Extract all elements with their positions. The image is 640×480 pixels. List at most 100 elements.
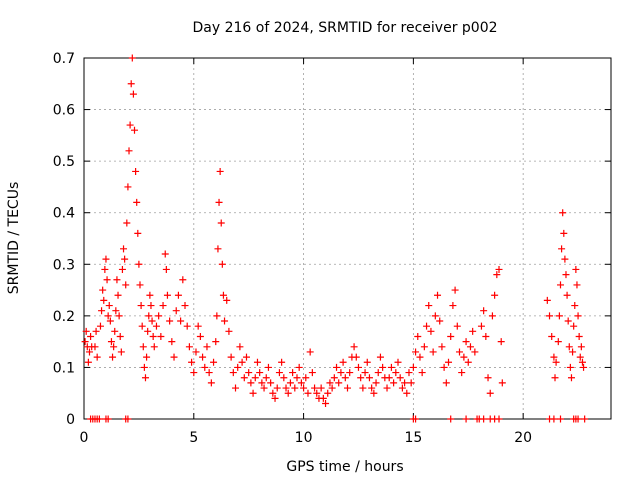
data-point bbox=[216, 167, 224, 175]
data-point bbox=[271, 394, 279, 402]
data-point bbox=[137, 302, 145, 310]
data-point bbox=[308, 369, 316, 377]
data-point bbox=[166, 317, 174, 325]
data-point bbox=[550, 353, 558, 361]
data-point bbox=[477, 322, 485, 330]
data-point bbox=[147, 302, 155, 310]
data-point bbox=[93, 353, 101, 361]
data-point bbox=[245, 369, 253, 377]
data-point bbox=[418, 369, 426, 377]
data-point bbox=[106, 317, 114, 325]
data-point bbox=[482, 332, 490, 340]
data-point bbox=[129, 90, 137, 98]
data-point bbox=[215, 198, 223, 206]
data-point bbox=[326, 379, 334, 387]
data-point bbox=[552, 358, 560, 366]
data-point bbox=[451, 286, 459, 294]
data-point bbox=[133, 198, 141, 206]
data-point bbox=[275, 369, 283, 377]
data-point bbox=[412, 348, 420, 356]
data-point bbox=[574, 415, 582, 423]
data-point bbox=[82, 327, 90, 335]
data-point bbox=[300, 384, 308, 392]
y-axis-label: SRMTID / TECUs bbox=[6, 182, 22, 295]
data-point bbox=[560, 229, 568, 237]
data-point bbox=[192, 348, 200, 356]
data-point bbox=[219, 291, 227, 299]
data-point bbox=[350, 343, 358, 351]
data-point bbox=[488, 312, 496, 320]
data-point bbox=[563, 291, 571, 299]
data-point bbox=[304, 389, 312, 397]
data-point bbox=[405, 369, 413, 377]
data-point bbox=[392, 369, 400, 377]
data-point bbox=[291, 384, 299, 392]
data-point bbox=[429, 348, 437, 356]
data-point bbox=[227, 353, 235, 361]
data-point bbox=[442, 379, 450, 387]
x-tick-label: 15 bbox=[404, 430, 422, 446]
data-point bbox=[221, 317, 229, 325]
data-point bbox=[458, 369, 466, 377]
data-point bbox=[302, 374, 310, 382]
data-point bbox=[110, 343, 118, 351]
data-point bbox=[181, 302, 189, 310]
data-point bbox=[390, 379, 398, 387]
data-point bbox=[333, 363, 341, 371]
data-point bbox=[376, 353, 384, 361]
data-point bbox=[561, 255, 569, 263]
data-point bbox=[354, 363, 362, 371]
data-point bbox=[282, 384, 290, 392]
data-point bbox=[100, 296, 108, 304]
data-point bbox=[269, 389, 277, 397]
data-point bbox=[95, 415, 103, 423]
data-point bbox=[218, 260, 226, 268]
data-point bbox=[117, 348, 125, 356]
y-tick-label: 0.4 bbox=[53, 206, 75, 222]
data-point bbox=[172, 307, 180, 315]
data-point bbox=[562, 271, 570, 279]
data-point bbox=[170, 353, 178, 361]
data-point bbox=[423, 322, 431, 330]
data-point bbox=[567, 374, 575, 382]
data-point bbox=[566, 363, 574, 371]
data-point bbox=[480, 415, 488, 423]
grid-lines bbox=[84, 58, 611, 419]
data-point bbox=[434, 291, 442, 299]
data-point bbox=[548, 332, 556, 340]
data-point bbox=[185, 343, 193, 351]
data-point bbox=[273, 384, 281, 392]
data-point bbox=[125, 147, 133, 155]
data-point bbox=[99, 286, 107, 294]
data-point bbox=[462, 338, 470, 346]
data-point bbox=[344, 384, 351, 392]
data-point bbox=[124, 415, 132, 423]
data-point bbox=[565, 343, 573, 351]
data-point bbox=[143, 353, 151, 361]
data-point bbox=[396, 374, 404, 382]
y-tick-label: 0.6 bbox=[53, 103, 75, 119]
data-point bbox=[207, 379, 215, 387]
data-point bbox=[253, 358, 261, 366]
data-point bbox=[297, 379, 305, 387]
data-point bbox=[161, 250, 169, 258]
data-point bbox=[425, 302, 433, 310]
data-point bbox=[280, 374, 288, 382]
data-point bbox=[214, 245, 222, 253]
data-point bbox=[122, 281, 130, 289]
data-point bbox=[555, 312, 563, 320]
data-point bbox=[570, 322, 578, 330]
data-point bbox=[559, 209, 567, 217]
data-point bbox=[581, 415, 589, 423]
data-point bbox=[240, 374, 248, 382]
data-point bbox=[361, 369, 369, 377]
data-point bbox=[105, 302, 113, 310]
data-point bbox=[370, 389, 378, 397]
data-point bbox=[213, 312, 221, 320]
data-point bbox=[330, 374, 338, 382]
data-point bbox=[210, 358, 218, 366]
data-point bbox=[412, 415, 420, 423]
data-point bbox=[335, 379, 343, 387]
data-point bbox=[234, 363, 242, 371]
y-tick-label: 0.2 bbox=[53, 309, 75, 325]
